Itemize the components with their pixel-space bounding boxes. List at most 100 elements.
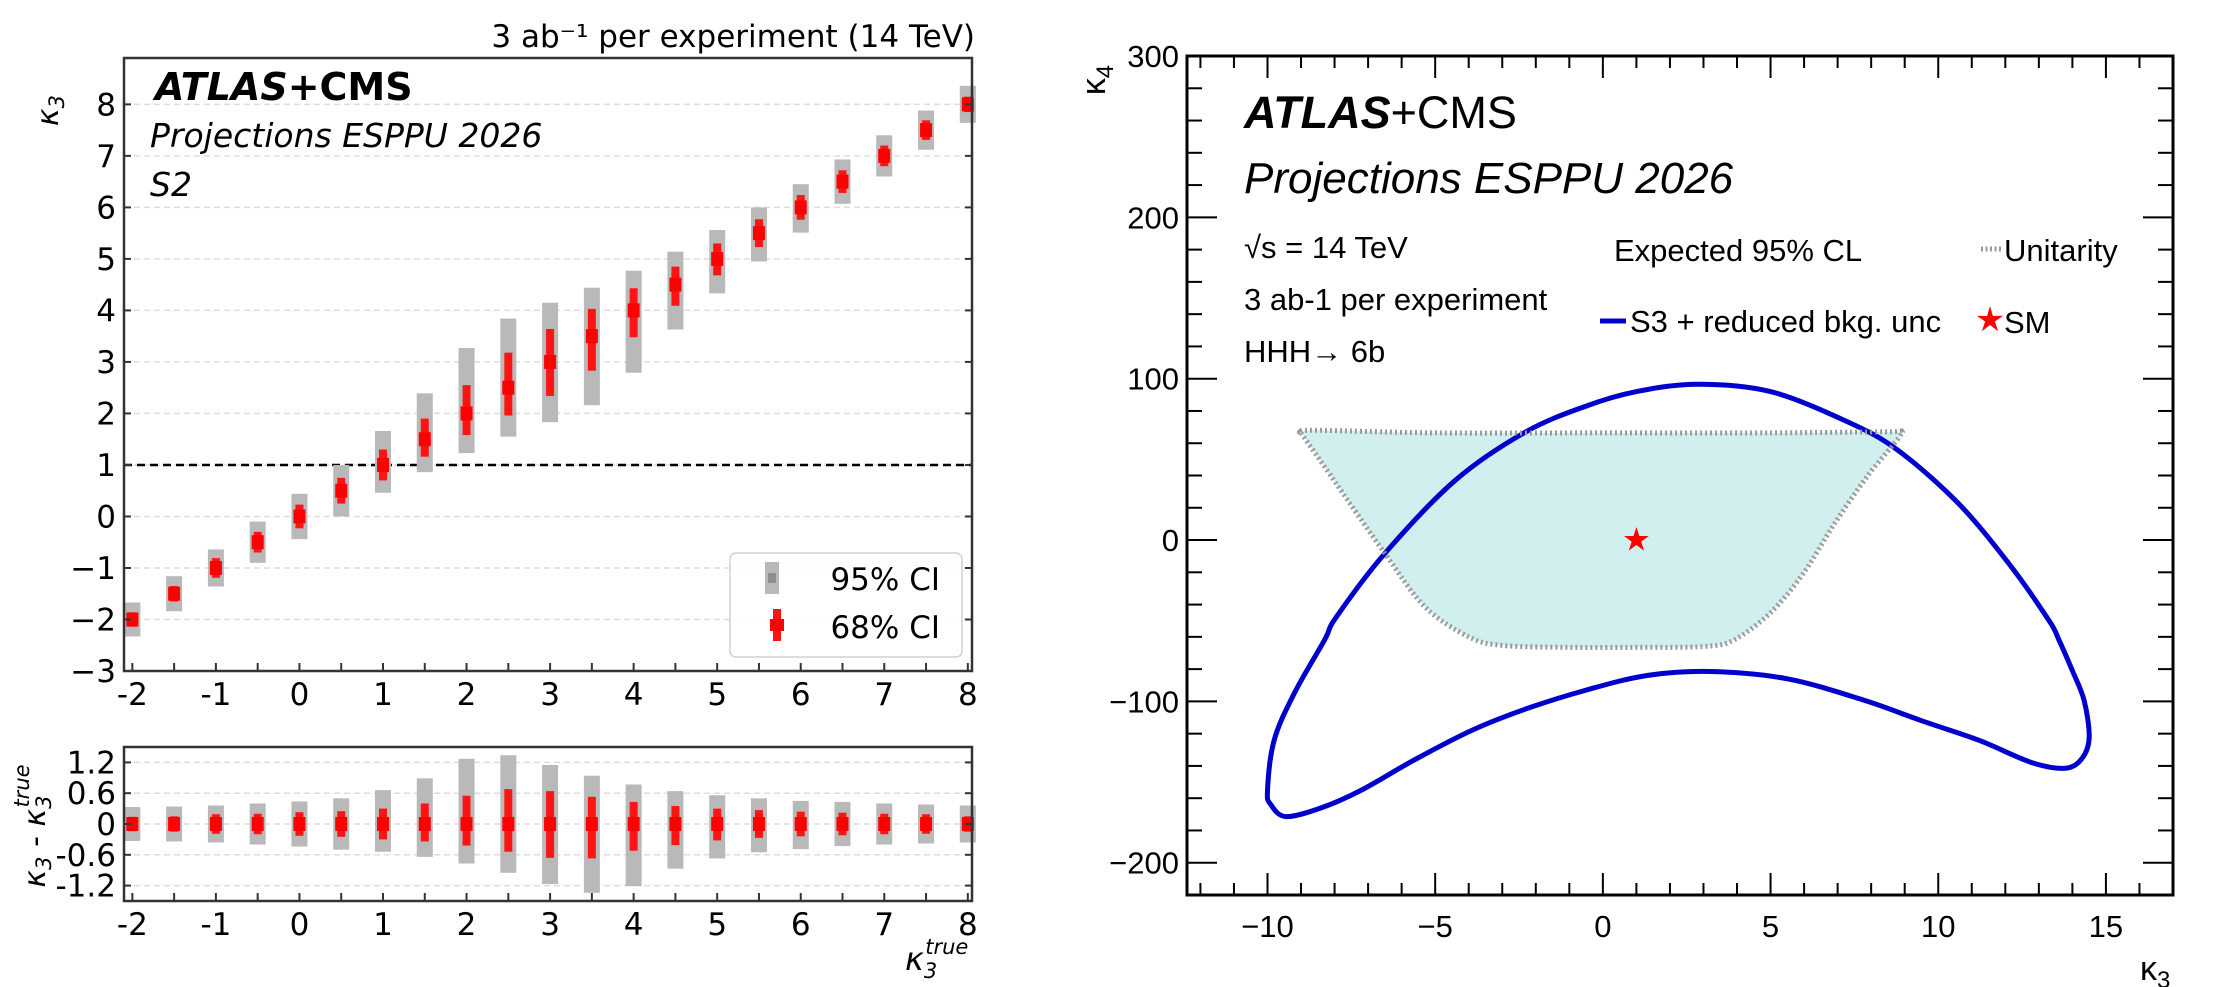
y-tick-label: 0 [1162, 523, 1179, 558]
y-tick-label: −100 [1109, 684, 1179, 719]
unitarity-boundary-line [1295, 426, 1907, 651]
data-point [876, 803, 893, 845]
central-marker [878, 148, 891, 163]
y-tick-label: −3 [70, 654, 116, 690]
y-tick-label: 0 [96, 807, 116, 843]
legend-contour-label-clip: S3 + reduced bkg. unc [1630, 304, 1941, 339]
right-panel: −10 −5 0 5 10 15 −200 −100 0 100 200 300 κ4 κ3 ATLA… [1075, 39, 2175, 987]
right-ticks: −10 −5 0 5 10 15 −200 −100 0 100 200 300 [1109, 39, 2174, 944]
y-tick-label: −1 [70, 551, 116, 587]
x-tick-label: -1 [200, 677, 231, 713]
central-marker [544, 817, 557, 831]
legend-contour-label: S3 + reduced bkg. unc [1630, 304, 1941, 339]
left-legend: 95% CI 68% CI [729, 552, 963, 658]
central-marker [669, 277, 682, 292]
central-marker [752, 817, 765, 831]
data-point [207, 549, 224, 587]
central-marker [376, 457, 389, 472]
data-point [166, 806, 183, 842]
central-marker [335, 483, 348, 498]
central-marker [836, 174, 849, 189]
y-tick-label: 5 [96, 242, 116, 278]
data-point [207, 805, 224, 843]
central-marker [585, 817, 598, 831]
data-point [792, 800, 809, 850]
data-point [625, 270, 642, 373]
legend-ci68-label: 68% CI [830, 610, 940, 646]
x-tick-label: 10 [1921, 909, 1955, 944]
right-frame [1185, 54, 2175, 897]
data-point [792, 184, 809, 233]
central-marker [460, 817, 473, 831]
central-marker [293, 509, 306, 524]
x-tick-label: 7 [874, 907, 894, 943]
x-tick-label: 2 [457, 907, 477, 943]
x-tick-label: 1 [373, 677, 393, 713]
data-point [918, 804, 935, 844]
right-xlabel: κ3 [2140, 950, 2170, 987]
data-point [291, 493, 308, 540]
y-tick-label: 0 [96, 499, 116, 535]
y-tick-label: 1 [96, 448, 116, 484]
y-tick-label: 300 [1127, 39, 1179, 74]
x-tick-label: 8 [958, 907, 978, 943]
data-point [709, 230, 726, 294]
data-point [333, 798, 350, 850]
energy-label: √s = 14 TeV [1244, 230, 1408, 265]
x-tick-label: −5 [1417, 909, 1452, 944]
left-top-frame [122, 56, 974, 673]
left-bottom-ylabel: κ3 - κ3true [10, 764, 56, 887]
sm-star-marker [1624, 527, 1649, 551]
y-tick-label: -0.6 [56, 838, 117, 874]
data-point [834, 159, 851, 204]
x-tick-label: 1 [373, 907, 393, 943]
data-point [667, 251, 684, 330]
x-tick-label: 5 [707, 677, 727, 713]
projections-label-right: Projections ESPPU 2026 [1244, 154, 1734, 203]
data-point [249, 803, 266, 845]
central-marker [585, 329, 598, 344]
x-tick-label: 0 [1594, 909, 1611, 944]
data-point [750, 798, 767, 853]
central-marker [418, 432, 431, 447]
data-point [750, 207, 767, 262]
atlas-cms-label-left: ATLAS+CMS [152, 65, 413, 109]
central-marker [669, 817, 682, 831]
legend-unitarity-label: Unitarity [2004, 233, 2118, 268]
x-tick-label: 6 [791, 907, 811, 943]
central-marker [752, 226, 765, 241]
central-marker [836, 817, 849, 831]
central-marker [418, 817, 431, 831]
central-marker [920, 817, 933, 831]
data-point [500, 755, 517, 873]
x-tick-label: 8 [958, 677, 978, 713]
data-point [458, 348, 475, 454]
y-tick-label: 0.6 [67, 776, 116, 812]
central-marker [920, 123, 933, 138]
left-top-title: 3 ab⁻¹ per experiment (14 TeV) [491, 19, 975, 55]
central-marker [126, 612, 139, 627]
x-tick-label: 4 [624, 907, 644, 943]
central-marker [376, 817, 389, 831]
left-bottom-error-bars [124, 755, 976, 893]
y-tick-label: 1.2 [67, 745, 116, 781]
central-marker [711, 251, 724, 266]
data-point [500, 318, 517, 437]
central-marker [627, 817, 640, 831]
left-top-error-bars [124, 85, 976, 637]
luminosity-label: 3 ab-1 per experiment [1244, 282, 1548, 317]
data-point [542, 302, 559, 423]
central-marker [794, 200, 807, 215]
left-bottom-frame [122, 745, 974, 903]
y-tick-label: 2 [96, 396, 116, 432]
left-bottom-panel: 1.20.60-0.6-1.2-2 -1 0 1 2 3 4 5 6 7 8 κ3 - κ3true… [10, 745, 978, 983]
x-tick-label: −10 [1241, 909, 1294, 944]
central-marker [209, 817, 222, 831]
data-point [583, 287, 600, 406]
data-point [416, 393, 433, 473]
y-tick-label: 7 [96, 139, 116, 175]
data-point [625, 784, 642, 887]
data-point [124, 602, 141, 637]
central-marker [544, 354, 557, 369]
left-top-ylabel: κ3 [31, 95, 69, 126]
